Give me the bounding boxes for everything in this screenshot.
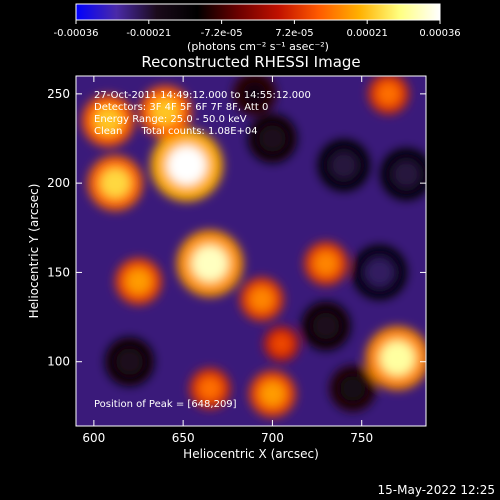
x-tick-label: 650	[172, 431, 195, 445]
y-axis: 100 150 200 250	[47, 87, 426, 369]
bright-region-core	[166, 145, 207, 186]
y-tick-label: 100	[47, 355, 70, 369]
dim-region-core	[340, 375, 366, 402]
plot-frame	[75, 75, 427, 427]
bright-region-core	[380, 340, 415, 376]
dim-region-core	[364, 257, 395, 288]
colorbar-tick-label: 7.2e-05	[275, 28, 313, 39]
bright-region-core	[100, 168, 131, 199]
colorbar-tick-label: 0.00036	[419, 28, 460, 39]
x-tick-label: 700	[261, 431, 284, 445]
bright-region-core	[191, 245, 229, 282]
footer-timestamp: 15-May-2022 12:25	[378, 483, 495, 497]
dim-region-core	[258, 125, 286, 152]
bright-region-core	[377, 82, 400, 105]
y-axis-label: Heliocentric Y (arcsec)	[27, 184, 41, 319]
time-range-annotation: 27-Oct-2011 14:49:12.000 to 14:55:12.000	[94, 90, 311, 101]
dim-region-core	[329, 151, 359, 180]
x-tick-label: 750	[350, 431, 373, 445]
bright-region-core	[198, 377, 221, 400]
x-axis: 600 650 700 750	[82, 76, 373, 445]
bright-region-core	[271, 334, 291, 354]
plot-annotations: 27-Oct-2011 14:49:12.000 to 14:55:12.000…	[94, 90, 311, 410]
y-tick-label: 200	[47, 176, 70, 190]
heatmap	[82, 76, 426, 417]
y-tick-label: 250	[47, 87, 70, 101]
plot-area	[76, 76, 426, 426]
peak-position-annotation: Position of Peak = [648,209]	[94, 399, 237, 410]
x-tick-label: 600	[82, 431, 105, 445]
colorbar: -0.00036 -0.00021 -7.2e-05 7.2e-05 0.00021 0.…	[54, 3, 461, 53]
bright-region-core	[249, 287, 274, 312]
bright-region-core	[125, 268, 152, 295]
colorbar-tick-label: -0.00036	[54, 28, 99, 39]
colorbar-unit-label: (photons cm⁻² s⁻¹ asec⁻²)	[187, 40, 329, 53]
colorbar-ticks: -0.00036 -0.00021 -7.2e-05 7.2e-05 0.00021 0.…	[54, 20, 461, 39]
bright-region-core	[314, 251, 338, 276]
bright-region-core	[259, 381, 286, 407]
bright-region-core	[151, 97, 180, 126]
chart-title: Reconstructed RHESSI Image	[141, 53, 360, 71]
dim-region-core	[242, 82, 267, 106]
bright-region-core	[93, 106, 123, 135]
colorbar-tick-label: 0.00021	[347, 28, 388, 39]
energy-range-annotation: Energy Range: 25.0 - 50.0 keV	[94, 114, 247, 125]
colorbar-bar	[75, 3, 441, 21]
dim-region-core	[116, 348, 144, 376]
method-annotation: Clean Total counts: 1.08E+04	[94, 126, 258, 137]
detectors-annotation: Detectors: 3F 4F 5F 6F 7F 8F, Att 0	[94, 102, 268, 113]
colorbar-tick-label: -0.00021	[126, 28, 171, 39]
dim-region-core	[392, 159, 421, 189]
y-tick-label: 150	[47, 265, 70, 279]
dim-region-core	[312, 312, 340, 340]
colorbar-tick-label: -7.2e-05	[201, 28, 243, 39]
x-axis-label: Heliocentric X (arcsec)	[183, 447, 319, 461]
